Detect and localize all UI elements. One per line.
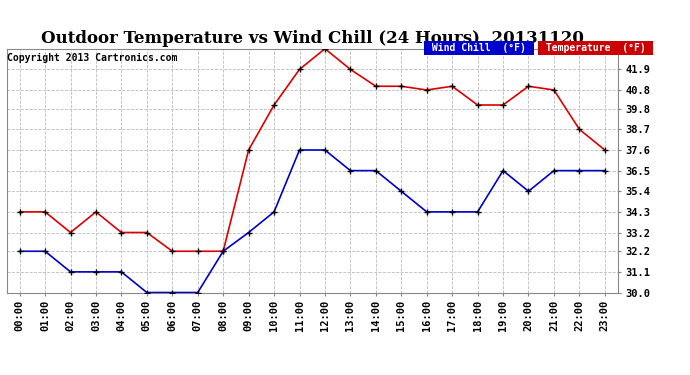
Text: Temperature  (°F): Temperature (°F) <box>540 43 651 52</box>
Text: Copyright 2013 Cartronics.com: Copyright 2013 Cartronics.com <box>7 53 177 63</box>
Title: Outdoor Temperature vs Wind Chill (24 Hours)  20131120: Outdoor Temperature vs Wind Chill (24 Ho… <box>41 30 584 47</box>
Text: Wind Chill  (°F): Wind Chill (°F) <box>426 43 531 52</box>
